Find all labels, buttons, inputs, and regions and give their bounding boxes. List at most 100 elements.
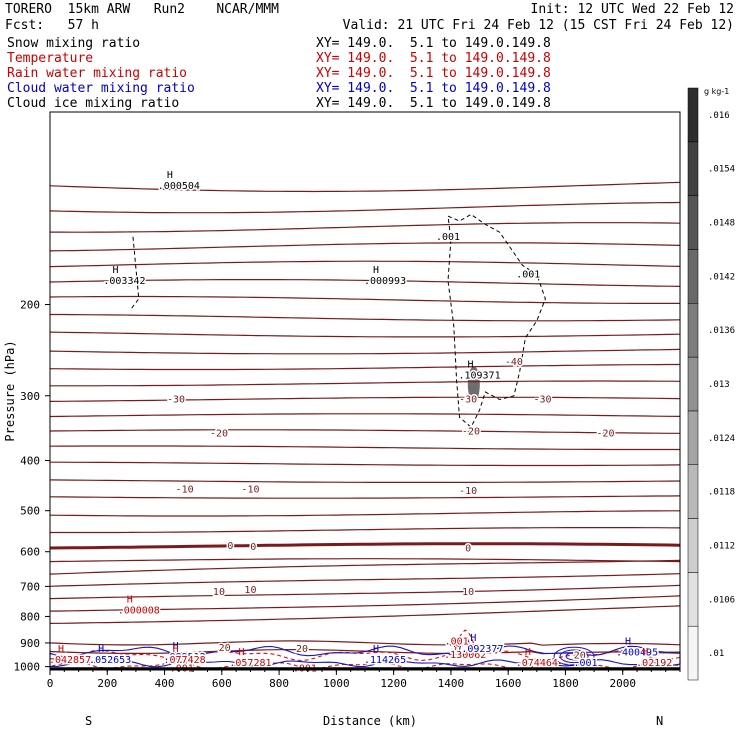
isotherm-label: -10 — [241, 484, 259, 495]
isotherm-line — [49, 260, 681, 268]
south-label: S — [85, 714, 92, 728]
maximum-value-label: .089512 — [164, 652, 206, 663]
isotherm-line — [50, 313, 681, 322]
isotherm-line — [50, 380, 681, 387]
colorbar-label: .0118 — [708, 488, 735, 498]
temperature-contours — [49, 181, 681, 655]
isotherm-label: -40 — [505, 357, 523, 368]
isotherm-label: -20 — [597, 429, 615, 440]
isotherm-label: 0 — [227, 541, 233, 552]
colorbar-label: .01 — [708, 649, 724, 659]
maximum-value-label: .003342 — [103, 276, 145, 287]
contour-value-label: .001 — [436, 232, 460, 243]
cloud-ice-contours — [129, 213, 546, 428]
maximum-marker: H — [470, 633, 476, 644]
maximum-marker: H — [238, 647, 244, 658]
isotherm-label: -30 — [534, 394, 552, 405]
colorbar-segment — [687, 87, 699, 143]
maximum-marker: H — [112, 265, 118, 276]
legend-rain-label: Rain water mixing ratio — [7, 66, 188, 81]
init-time: Init: 12 UTC Wed 22 Feb 12 — [530, 2, 735, 17]
plot-frame — [49, 111, 681, 671]
colorbar-label: .0106 — [708, 595, 735, 605]
isotherm-line — [49, 295, 680, 304]
legend-snow-xy: XY= 149.0. 5.1 to 149.0.149.8 — [316, 36, 551, 51]
isotherm-label: -20 — [210, 429, 228, 440]
colorbar-segment — [687, 572, 699, 627]
x-tick-label: 1200 — [380, 677, 407, 690]
x-tick-label: 1400 — [438, 677, 465, 690]
maximum-value-label: .109371 — [458, 370, 500, 381]
x-tick-label: 2000 — [609, 677, 636, 690]
maximum-value-label: .077428 — [164, 655, 206, 666]
y-tick-label: 200 — [20, 299, 40, 312]
x-tick-label: 1800 — [552, 677, 579, 690]
forecast-hour: Fcst: 57 h — [5, 18, 99, 33]
valid-time: Valid: 21 UTC Fri 24 Feb 12 (15 CST Fri … — [342, 18, 734, 33]
maximum-value-label: .000008 — [118, 606, 160, 617]
isotherm-line — [49, 573, 681, 587]
model-run-title: TORERO 15km ARW Run2 NCAR/MMM — [5, 2, 279, 17]
y-tick-label: 400 — [20, 454, 40, 467]
rain-contour — [49, 649, 681, 670]
x-tick-label: 800 — [269, 677, 289, 690]
isotherm-line — [49, 640, 681, 646]
colorbar-label: .0112 — [708, 541, 735, 551]
maximum-value-label: .000504 — [158, 181, 200, 192]
maximum-marker: H — [127, 595, 133, 606]
isotherm-label: 10 — [462, 587, 474, 598]
y-tick-label: 1000 — [14, 661, 41, 674]
ice-shading-layer — [467, 366, 480, 403]
isotherm-label: 20 — [296, 644, 308, 655]
isotherm-label: -20 — [462, 427, 480, 438]
isotherm-label: 0 — [465, 544, 471, 555]
axes: 0 200 400 600 800 1000 1200 1400 1600 1800 2000Dis… — [3, 299, 681, 728]
maximum-marker: H — [173, 644, 179, 655]
legend-snow-label: Snow mixing ratio — [7, 36, 141, 51]
snow-contour — [129, 236, 140, 311]
isotherm-line — [49, 279, 681, 287]
colorbar-segment — [687, 303, 699, 358]
maximum-marker: H — [625, 637, 631, 648]
maximum-value-label: .400495 — [616, 648, 658, 659]
maximum-marker: H — [453, 639, 459, 650]
isotherm-line — [49, 331, 681, 338]
colorbar-segment — [687, 356, 699, 412]
isotherm-line — [49, 479, 681, 483]
isotherm-line — [49, 495, 681, 499]
maximum-marker: H — [525, 647, 531, 658]
colorbar-units: g kg-1 — [704, 87, 729, 96]
isotherm-line — [49, 242, 681, 252]
y-tick-label: 300 — [20, 390, 40, 403]
maximum-value-label: .130062 — [444, 650, 486, 661]
legend-cloud-water-xy: XY= 149.0. 5.1 to 149.0.149.8 — [316, 81, 551, 96]
isotherm-line — [50, 222, 681, 233]
contour-value-label: .001 — [516, 269, 540, 280]
colorbar-segment — [687, 249, 699, 304]
x-axis-title: Distance (km) — [323, 714, 417, 728]
y-tick-label: 500 — [20, 505, 40, 518]
rain-contour — [455, 629, 480, 658]
colorbar-segment — [687, 464, 699, 519]
isotherm-line — [49, 559, 681, 575]
isotherm-line — [49, 348, 681, 355]
maximum-value-label: .114265 — [364, 655, 406, 666]
colorbar-label: .0154 — [708, 165, 735, 175]
isotherm-line — [49, 584, 681, 600]
maximum-marker: H — [58, 644, 64, 655]
maximum-value-label: .000993 — [364, 276, 406, 287]
isotherm-line — [49, 201, 681, 214]
isotherm-line — [49, 510, 680, 517]
x-tick-label: 200 — [97, 677, 117, 690]
maximum-marker: H — [468, 359, 474, 370]
y-tick-label: 700 — [20, 580, 40, 593]
cloud-water-contour — [565, 652, 583, 661]
x-tick-label: 1000 — [323, 677, 350, 690]
colorbar-segment — [687, 625, 699, 681]
cloud-water-contour — [458, 637, 475, 658]
x-tick-label: 400 — [155, 677, 175, 690]
isotherm-line — [49, 396, 681, 402]
isotherm-label: 10 — [213, 587, 225, 598]
legend-cloud-ice-xy: XY= 149.0. 5.1 to 149.0.149.8 — [316, 96, 551, 111]
colorbar: .01 .0106 .0112 .0118 .0124 .013 .0136 .0142 .01… — [687, 87, 735, 681]
